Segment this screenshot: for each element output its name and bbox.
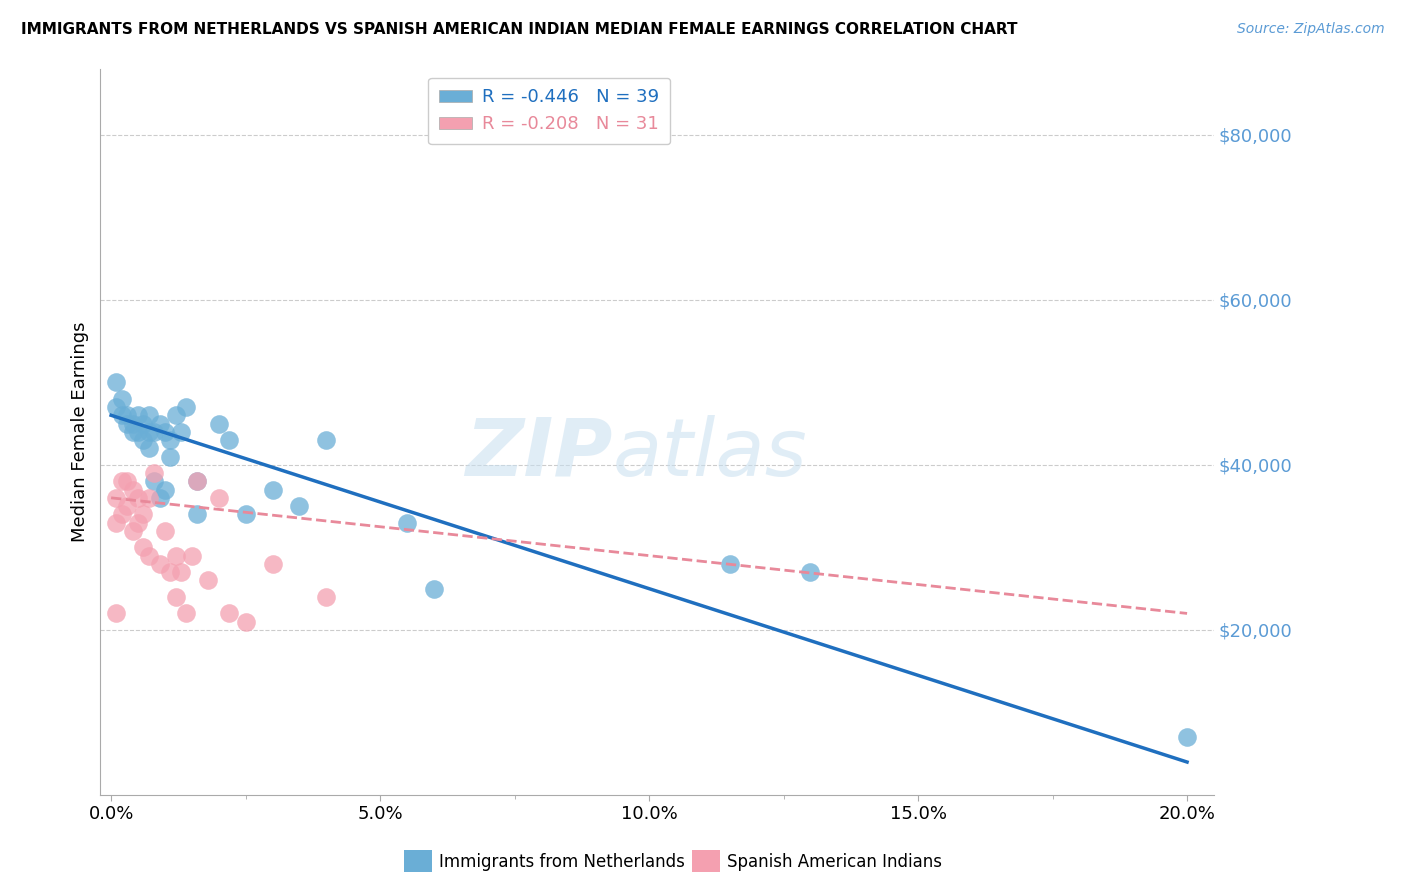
Point — [143, 425, 166, 439]
Point — [315, 433, 337, 447]
Point — [153, 425, 176, 439]
Point — [186, 508, 208, 522]
Point — [132, 417, 155, 431]
Point — [165, 549, 187, 563]
Point — [148, 491, 170, 505]
Point — [186, 475, 208, 489]
Point — [111, 475, 134, 489]
Point — [117, 475, 139, 489]
Text: Immigrants from Netherlands: Immigrants from Netherlands — [439, 853, 685, 871]
Legend: R = -0.446   N = 39, R = -0.208   N = 31: R = -0.446 N = 39, R = -0.208 N = 31 — [429, 78, 671, 145]
Point — [799, 565, 821, 579]
Point — [111, 409, 134, 423]
Point — [127, 491, 149, 505]
Point — [197, 574, 219, 588]
Point — [121, 483, 143, 497]
Point — [288, 499, 311, 513]
Point — [121, 417, 143, 431]
Point — [180, 549, 202, 563]
Point — [165, 590, 187, 604]
Text: Spanish American Indians: Spanish American Indians — [727, 853, 942, 871]
Point — [262, 557, 284, 571]
Point — [159, 433, 181, 447]
Point — [235, 615, 257, 629]
Point — [170, 565, 193, 579]
Point — [159, 450, 181, 464]
Point — [143, 466, 166, 480]
Point — [176, 400, 198, 414]
Y-axis label: Median Female Earnings: Median Female Earnings — [72, 321, 89, 542]
Point — [395, 516, 418, 530]
Point — [186, 475, 208, 489]
Point — [153, 524, 176, 538]
Point — [117, 499, 139, 513]
Point — [117, 417, 139, 431]
Text: Source: ZipAtlas.com: Source: ZipAtlas.com — [1237, 22, 1385, 37]
Point — [105, 400, 128, 414]
Point — [121, 524, 143, 538]
Point — [127, 409, 149, 423]
Point — [127, 516, 149, 530]
Point — [132, 433, 155, 447]
Point — [423, 582, 446, 596]
Point — [148, 557, 170, 571]
Point — [105, 516, 128, 530]
Point — [235, 508, 257, 522]
Point — [117, 409, 139, 423]
Point — [111, 392, 134, 406]
Point — [165, 409, 187, 423]
Point — [138, 549, 160, 563]
Point — [218, 607, 240, 621]
Point — [111, 508, 134, 522]
Point — [1175, 731, 1198, 745]
Point — [176, 607, 198, 621]
Point — [127, 425, 149, 439]
Text: ZIP: ZIP — [465, 415, 613, 492]
Point — [208, 417, 231, 431]
Point — [138, 409, 160, 423]
Point — [262, 483, 284, 497]
Point — [132, 541, 155, 555]
Point — [218, 433, 240, 447]
Point — [208, 491, 231, 505]
Text: IMMIGRANTS FROM NETHERLANDS VS SPANISH AMERICAN INDIAN MEDIAN FEMALE EARNINGS CO: IMMIGRANTS FROM NETHERLANDS VS SPANISH A… — [21, 22, 1018, 37]
Point — [105, 491, 128, 505]
Point — [315, 590, 337, 604]
Point — [170, 425, 193, 439]
Point — [132, 508, 155, 522]
Point — [105, 607, 128, 621]
Point — [718, 557, 741, 571]
Point — [121, 425, 143, 439]
Point — [105, 376, 128, 390]
Point — [138, 425, 160, 439]
Point — [148, 417, 170, 431]
Point — [153, 483, 176, 497]
Text: atlas: atlas — [613, 415, 807, 492]
Point — [138, 491, 160, 505]
Point — [159, 565, 181, 579]
Point — [138, 442, 160, 456]
Point — [143, 475, 166, 489]
